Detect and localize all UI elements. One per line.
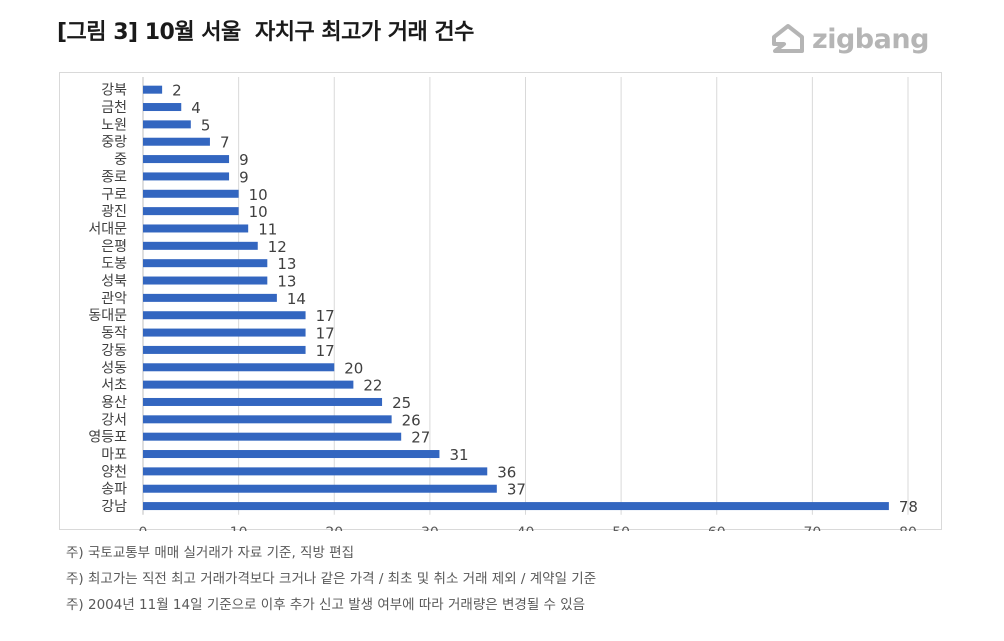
- category-label: 광진: [101, 204, 127, 220]
- brand-name: zigbang: [812, 23, 929, 55]
- data-label: 10: [249, 186, 268, 204]
- category-label: 송파: [101, 482, 127, 498]
- category-label: 성동: [101, 360, 127, 376]
- category-label: 동대문: [88, 308, 127, 324]
- data-label: 2: [172, 82, 182, 100]
- data-label: 13: [277, 273, 296, 291]
- category-label: 중: [114, 152, 127, 168]
- footnote-definition: 주) 최고가는 직전 최고 거래가격보다 크거나 같은 가격 / 최초 및 취소…: [66, 571, 597, 587]
- x-tick-label: 70: [803, 525, 821, 531]
- data-label: 5: [201, 116, 211, 134]
- category-label: 종로: [101, 169, 127, 185]
- data-label: 26: [402, 411, 421, 429]
- data-label: 22: [363, 377, 382, 395]
- bar: [143, 363, 335, 372]
- bar: [143, 155, 230, 164]
- bar: [143, 207, 239, 216]
- zigbang-logo-icon: [772, 24, 804, 53]
- category-label: 마포: [101, 447, 127, 463]
- category-label: 양천: [101, 464, 127, 480]
- category-label: 구로: [101, 187, 127, 203]
- brand-logo: zigbang: [770, 22, 929, 56]
- category-label: 금천: [101, 100, 127, 116]
- data-label: 17: [316, 307, 335, 325]
- category-label: 서대문: [88, 221, 127, 237]
- bar: [143, 189, 239, 198]
- bar: [143, 415, 392, 424]
- bar: [143, 345, 306, 354]
- category-label: 강동: [101, 343, 127, 359]
- data-label: 37: [507, 481, 526, 499]
- bar: [143, 467, 488, 476]
- bar: [143, 397, 383, 406]
- footnotes: 주) 국토교통부 매매 실거래가 자료 기준, 직방 편집 주) 최고가는 직전…: [66, 543, 596, 621]
- bar: [143, 224, 249, 233]
- data-label: 9: [239, 151, 249, 169]
- data-label: 10: [249, 203, 268, 221]
- footnote-date: 주) 2004년 11월 14일 기준으로 이후 추가 신고 발생 여부에 따라…: [66, 597, 586, 613]
- data-label: 7: [220, 134, 230, 152]
- x-tick-label: 40: [517, 525, 535, 531]
- bar: [143, 259, 268, 268]
- category-label: 서초: [101, 378, 127, 394]
- bar: [143, 311, 306, 320]
- category-label: 은평: [101, 239, 127, 255]
- category-label: 용산: [101, 395, 127, 411]
- bar: [143, 276, 268, 285]
- bar: [143, 380, 354, 389]
- data-label: 36: [497, 463, 516, 481]
- bar: [143, 172, 230, 181]
- bar: [143, 432, 402, 441]
- x-tick-label: 0: [139, 525, 148, 531]
- bar: [143, 450, 440, 459]
- x-tick-label: 20: [325, 525, 343, 531]
- category-label: 영등포: [88, 430, 127, 446]
- data-label: 12: [268, 238, 287, 256]
- category-label: 동작: [101, 326, 127, 342]
- bar: [143, 103, 182, 112]
- data-label: 27: [411, 429, 430, 447]
- footnote-source: 주) 국토교통부 매매 실거래가 자료 기준, 직방 편집: [66, 545, 354, 561]
- data-label: 17: [316, 342, 335, 360]
- category-label: 도봉: [101, 256, 127, 272]
- chart-title: [그림 3] 10월 서울 자치구 최고가 거래 건수: [57, 20, 474, 45]
- bar: [143, 137, 210, 146]
- data-label: 17: [316, 325, 335, 343]
- data-label: 31: [449, 446, 468, 464]
- x-tick-label: 50: [612, 525, 630, 531]
- data-label: 13: [277, 255, 296, 273]
- bar: [143, 85, 163, 94]
- category-label: 성북: [101, 274, 127, 290]
- data-label: 4: [191, 99, 201, 117]
- bar: [143, 502, 889, 511]
- data-label: 20: [344, 359, 363, 377]
- data-label: 78: [899, 498, 918, 516]
- bar: [143, 293, 277, 302]
- category-label: 강북: [101, 83, 127, 99]
- category-label: 강남: [101, 499, 127, 515]
- category-label: 중랑: [101, 135, 127, 151]
- category-label: 강서: [101, 412, 127, 428]
- data-label: 9: [239, 168, 249, 186]
- bar: [143, 484, 497, 493]
- category-label: 관악: [101, 291, 127, 307]
- data-label: 14: [287, 290, 306, 308]
- x-tick-label: 30: [421, 525, 439, 531]
- bar: [143, 120, 191, 129]
- data-label: 11: [258, 220, 277, 238]
- bar: [143, 241, 258, 250]
- x-tick-label: 80: [899, 525, 917, 531]
- category-label: 노원: [101, 117, 127, 133]
- chart-panel: 0 10 20 30 40 50 60 70 80 강북 2 금천 4 노원 5 중랑 7 중 9 종로 9 구로 10 광진…: [59, 72, 942, 531]
- x-tick-label: 10: [230, 525, 248, 531]
- data-label: 25: [392, 394, 411, 412]
- x-tick-label: 60: [708, 525, 726, 531]
- bar-chart: 0 10 20 30 40 50 60 70 80 강북 2 금천 4 노원 5 중랑 7 중 9 종로 9 구로 10 광진…: [88, 77, 918, 531]
- bar: [143, 328, 306, 337]
